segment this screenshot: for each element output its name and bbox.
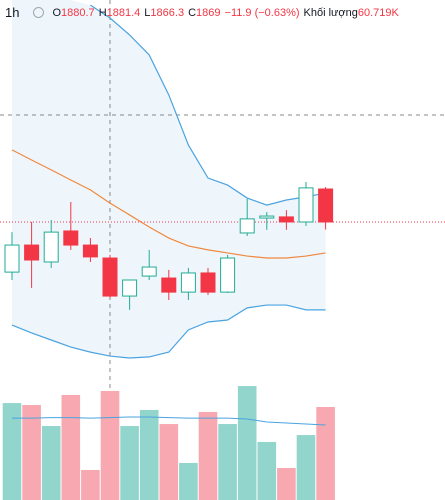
volume-bar	[159, 424, 179, 500]
volume-bar	[120, 426, 139, 500]
c-label: C	[188, 6, 197, 19]
candle-body	[63, 230, 79, 246]
volume-bar	[22, 405, 41, 500]
high-value: 1881.4	[106, 6, 141, 19]
low-value: 1866.3	[150, 6, 185, 19]
volume-bar	[237, 386, 257, 500]
volume-bar	[198, 411, 218, 500]
volume-bar	[81, 469, 100, 500]
l-label: L	[144, 6, 151, 19]
candle-body	[318, 188, 334, 223]
candle-body	[102, 257, 118, 297]
volume-bar	[100, 390, 120, 500]
change: −11.9 (−0.63%)	[224, 6, 300, 19]
middle-band	[11, 149, 326, 259]
close-value: 1869	[196, 6, 221, 19]
volume-label: Khối lượng	[303, 6, 358, 19]
volume-bar	[139, 409, 159, 500]
volume-ma	[12, 416, 326, 426]
volume-bar	[2, 403, 22, 500]
candle-body	[180, 272, 196, 293]
volume-bar	[277, 467, 296, 500]
volume-bar	[218, 424, 237, 500]
candle-body	[4, 244, 20, 273]
h-label: H	[98, 6, 107, 19]
volume-value: 60.719K	[357, 6, 399, 19]
volume-bar	[61, 394, 81, 500]
candle-body	[298, 187, 314, 223]
lower-band	[11, 304, 326, 359]
volume-bar	[179, 462, 198, 500]
candle-body	[43, 231, 59, 263]
candle-body	[200, 272, 216, 293]
visibility-icon[interactable]	[33, 7, 45, 18]
candle-body	[24, 244, 40, 261]
upper-band	[90, 4, 326, 206]
candle-body	[278, 216, 294, 223]
open-value: 1880.7	[61, 6, 95, 19]
interval[interactable]: 1h	[5, 5, 20, 20]
o-label: O	[52, 6, 62, 19]
volume-bar	[296, 435, 316, 500]
candle-body	[220, 257, 236, 293]
legend-bar: 1h O 1880.7 H 1881.4 L 1866.3 C 1869 −11.9 (…	[5, 5, 403, 20]
candle-body	[122, 279, 138, 297]
candle-body	[239, 218, 255, 234]
candle-body	[259, 215, 275, 219]
band-fill	[12, 0, 326, 359]
volume-bar	[41, 426, 61, 500]
candle-body	[161, 277, 177, 293]
volume-bar	[257, 441, 277, 500]
candle-body	[82, 244, 98, 258]
volume-bar	[316, 407, 335, 500]
candle-body	[141, 266, 157, 277]
